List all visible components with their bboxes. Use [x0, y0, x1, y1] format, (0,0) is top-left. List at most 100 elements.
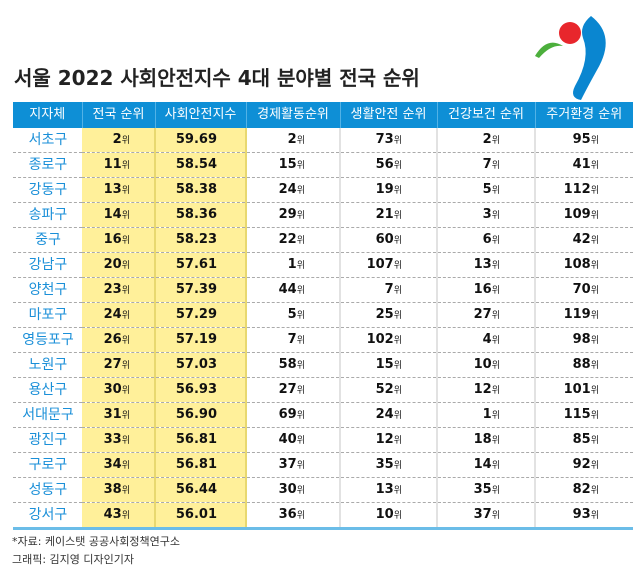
- rank-cell: 24위: [246, 177, 341, 203]
- rank-unit: 위: [296, 210, 305, 221]
- rank-unit: 위: [491, 185, 500, 196]
- rank-unit: 위: [296, 360, 305, 371]
- rank-value: 43: [103, 506, 122, 522]
- rank-cell: 21위: [340, 202, 438, 228]
- safety-index-value: 57.29: [155, 302, 247, 328]
- rank-unit: 위: [296, 235, 305, 246]
- rank-cell: 41위: [535, 152, 633, 178]
- rank-unit: 위: [121, 160, 130, 171]
- district-name: 영등포구: [13, 327, 82, 353]
- table-row: 중구 16위 58.23 22위 60위 6위 42위: [13, 227, 633, 253]
- rank-value: 13: [375, 481, 394, 497]
- rank-unit: 위: [491, 360, 500, 371]
- rank-cell: 14위: [437, 452, 536, 478]
- page-title: 서울 2022 사회안전지수 4대 분야별 전국 순위: [14, 66, 420, 90]
- rank-cell: 12위: [437, 377, 536, 403]
- table-row: 강서구 43위 56.01 36위 10위 37위 93위: [13, 502, 633, 530]
- rank-cell: 25위: [340, 302, 438, 328]
- rank-unit: 위: [590, 135, 599, 146]
- district-name: 강동구: [13, 177, 82, 203]
- rank-unit: 위: [296, 135, 305, 146]
- rank-cell: 13위: [340, 477, 438, 503]
- district-name: 강남구: [13, 252, 82, 278]
- rank-value: 15: [278, 156, 297, 172]
- rank-cell: 43위: [82, 502, 156, 530]
- safety-index-value: 57.39: [155, 277, 247, 303]
- rank-unit: 위: [296, 310, 305, 321]
- safety-index-value: 58.23: [155, 227, 247, 253]
- column-header: 건강보건 순위: [437, 102, 536, 128]
- rank-cell: 37위: [437, 502, 536, 530]
- table-row: 광진구 33위 56.81 40위 12위 18위 85위: [13, 427, 633, 453]
- rank-value: 27: [278, 381, 297, 397]
- rank-cell: 10위: [437, 352, 536, 378]
- rank-cell: 40위: [246, 427, 341, 453]
- safety-index-value: 56.01: [155, 502, 247, 530]
- rank-value: 1: [482, 406, 492, 422]
- rank-cell: 24위: [340, 402, 438, 428]
- rank-cell: 30위: [246, 477, 341, 503]
- safety-index-value: 56.44: [155, 477, 247, 503]
- rank-value: 24: [278, 181, 297, 197]
- table-section: 지자체 전국 순위 사회안전지수 경제활동순위 생활안전 순위 건강보건 순위 주거환경 순…: [12, 102, 633, 569]
- rank-cell: 14위: [82, 202, 156, 228]
- safety-index-value: 58.38: [155, 177, 247, 203]
- rank-value: 115: [563, 406, 591, 422]
- rank-unit: 위: [393, 260, 402, 271]
- rank-value: 119: [563, 306, 591, 322]
- rank-value: 69: [278, 406, 297, 422]
- rank-cell: 5위: [437, 177, 536, 203]
- rank-unit: 위: [121, 135, 130, 146]
- rank-cell: 88위: [535, 352, 633, 378]
- rank-unit: 위: [296, 485, 305, 496]
- rank-value: 56: [375, 156, 394, 172]
- rank-unit: 위: [590, 210, 599, 221]
- rank-cell: 3위: [437, 202, 536, 228]
- rank-cell: 15위: [340, 352, 438, 378]
- rank-unit: 위: [590, 260, 599, 271]
- rank-unit: 위: [393, 235, 402, 246]
- rank-cell: 7위: [437, 152, 536, 178]
- rank-cell: 35위: [340, 452, 438, 478]
- rank-unit: 위: [491, 335, 500, 346]
- rank-unit: 위: [296, 285, 305, 296]
- rank-cell: 15위: [246, 152, 341, 178]
- rank-unit: 위: [296, 435, 305, 446]
- rank-unit: 위: [121, 210, 130, 221]
- rank-cell: 34위: [82, 452, 156, 478]
- rank-unit: 위: [491, 485, 500, 496]
- rank-value: 58: [278, 356, 297, 372]
- safety-index-value: 56.81: [155, 427, 247, 453]
- rank-cell: 44위: [246, 277, 341, 303]
- rank-unit: 위: [590, 360, 599, 371]
- rank-cell: 115위: [535, 402, 633, 428]
- table-row: 서대문구 31위 56.90 69위 24위 1위 115위: [13, 402, 633, 428]
- rank-value: 24: [103, 306, 122, 322]
- rank-unit: 위: [121, 360, 130, 371]
- rank-cell: 119위: [535, 302, 633, 328]
- rank-value: 19: [375, 181, 394, 197]
- rank-value: 18: [473, 431, 492, 447]
- rank-cell: 11위: [82, 152, 156, 178]
- rank-unit: 위: [590, 235, 599, 246]
- rank-cell: 2위: [246, 128, 341, 153]
- table-row: 서초구 2위 59.69 2위 73위 2위 95위: [13, 128, 633, 153]
- rank-cell: 16위: [82, 227, 156, 253]
- rank-cell: 60위: [340, 227, 438, 253]
- rank-value: 2: [112, 131, 122, 147]
- district-name: 중구: [13, 227, 82, 253]
- rank-unit: 위: [296, 385, 305, 396]
- rank-unit: 위: [121, 260, 130, 271]
- rank-cell: 29위: [246, 202, 341, 228]
- rank-cell: 36위: [246, 502, 341, 530]
- rank-unit: 위: [121, 510, 130, 521]
- rank-cell: 22위: [246, 227, 341, 253]
- rank-cell: 101위: [535, 377, 633, 403]
- rank-value: 42: [572, 231, 591, 247]
- rank-cell: 12위: [340, 427, 438, 453]
- rank-value: 7: [287, 331, 297, 347]
- rank-unit: 위: [491, 310, 500, 321]
- rank-value: 41: [572, 156, 591, 172]
- rank-value: 16: [473, 281, 492, 297]
- rank-unit: 위: [121, 435, 130, 446]
